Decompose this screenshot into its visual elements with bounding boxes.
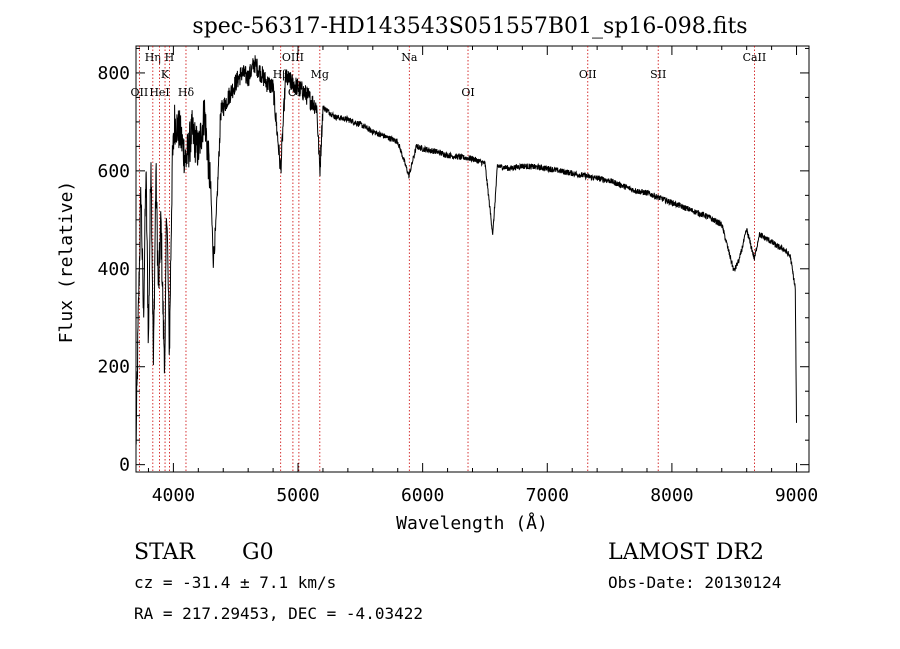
y-axis-label: Flux (relative): [56, 181, 77, 344]
line-marker-label: OII: [579, 68, 597, 81]
line-marker-label: K: [161, 68, 170, 81]
line-marker-label: Hη: [145, 51, 161, 64]
line-marker-label: Hδ: [178, 86, 195, 99]
x-tick-label: 5000: [276, 485, 319, 506]
y-tick-label: 0: [119, 455, 130, 476]
line-marker-label: OI: [461, 86, 474, 99]
x-tick-label: 4000: [152, 485, 195, 506]
line-marker-label: Na: [401, 51, 418, 64]
line-marker-label: HeI: [149, 86, 169, 99]
y-tick-label: 600: [97, 161, 130, 182]
x-tick-label: 6000: [401, 485, 444, 506]
survey-name: LAMOST DR2: [608, 540, 764, 565]
x-axis-label: Wavelength (Å): [396, 512, 548, 534]
sky-coordinates: RA = 217.29453, DEC = -4.03422: [134, 604, 423, 623]
line-marker-label: H: [165, 51, 175, 64]
line-marker-label: Hβ: [273, 68, 289, 81]
line-marker-label: CaII: [743, 51, 767, 64]
line-marker-label: OIII: [282, 51, 304, 64]
redshift-velocity: cz = -31.4 ± 7.1 km/s: [134, 573, 337, 592]
x-tick-label: 9000: [775, 485, 818, 506]
spectrum-line: [135, 55, 797, 445]
x-axis-ticks: 4000 5000 6000 7000 8000 9000: [147, 46, 818, 506]
y-tick-label: 400: [97, 259, 130, 280]
chart-title: spec-56317-HD143543S051557B01_sp16-098.f…: [192, 14, 747, 39]
object-class: STAR: [134, 540, 195, 565]
line-marker-label: OII: [131, 86, 149, 99]
x-tick-label: 8000: [650, 485, 693, 506]
x-tick-label: 7000: [526, 485, 569, 506]
object-subclass: G0: [242, 540, 274, 565]
line-marker-label: Mg: [311, 68, 329, 81]
y-tick-label: 800: [97, 63, 130, 84]
observation-date: Obs-Date: 20130124: [608, 573, 782, 592]
y-axis-ticks: 0 200 400 600 800: [97, 47, 809, 476]
line-marker-label: SII: [650, 68, 666, 81]
spectrum-plot: spec-56317-HD143543S051557B01_sp16-098.f…: [56, 14, 818, 534]
y-tick-label: 200: [97, 357, 130, 378]
plot-frame: [135, 45, 810, 473]
